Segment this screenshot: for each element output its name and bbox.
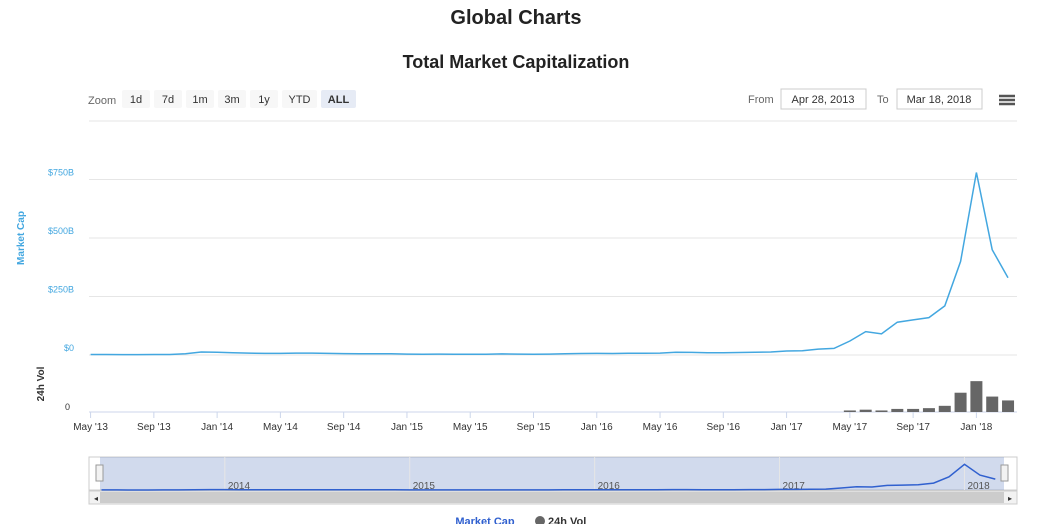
zoom-button-label[interactable]: 1y <box>258 94 270 106</box>
navigator-label: 2016 <box>598 481 621 492</box>
y2-axis-title: 24h Vol <box>36 366 47 401</box>
x-tick-label: Sep '13 <box>137 422 171 433</box>
x-tick-label: Jan '15 <box>391 422 423 433</box>
zoom-button[interactable] <box>321 90 356 108</box>
navigator-label: 2015 <box>413 481 436 492</box>
chart-title: Total Market Capitalization <box>403 52 630 72</box>
zoom-button-label[interactable]: YTD <box>289 94 311 106</box>
navigator-line <box>101 463 996 491</box>
volume-bar <box>843 410 856 412</box>
zoom-button[interactable] <box>122 90 150 108</box>
scroll-left[interactable]: ◂ <box>94 494 98 503</box>
volume-bar <box>891 408 904 412</box>
y-tick-label: $750B <box>48 168 74 178</box>
navigator[interactable] <box>88 456 1018 491</box>
x-tick-label: May '15 <box>453 422 488 433</box>
navigator-handle[interactable] <box>95 464 104 482</box>
volume-bar <box>907 408 920 412</box>
x-tick-label: May '17 <box>833 422 868 433</box>
scroll-right[interactable]: ▸ <box>1008 494 1012 503</box>
volume-bar <box>922 408 935 412</box>
zoom-label: Zoom <box>88 95 116 107</box>
x-tick-label: May '16 <box>643 422 678 433</box>
volume-bar <box>859 409 872 412</box>
y-tick-label: $250B <box>48 285 74 295</box>
y-tick-label: $500B <box>48 226 74 236</box>
from-input[interactable] <box>780 88 867 110</box>
legend-label[interactable]: Market Cap <box>455 516 515 528</box>
y-tick-label: $0 <box>64 343 74 353</box>
x-tick-label: Sep '17 <box>896 422 930 433</box>
zoom-button[interactable] <box>218 90 246 108</box>
menu-icon[interactable] <box>999 94 1015 106</box>
volume-bar <box>1002 400 1015 412</box>
volume-bar <box>938 405 951 412</box>
from-label: From <box>748 94 774 106</box>
navigator-selection[interactable] <box>100 457 1004 490</box>
to-input[interactable] <box>896 88 983 110</box>
x-tick-label: Jan '16 <box>581 422 613 433</box>
navigator-label: 2017 <box>783 481 806 492</box>
navigator-label: 2018 <box>967 481 990 492</box>
from-value[interactable]: Apr 28, 2013 <box>792 94 855 106</box>
to-value[interactable]: Mar 18, 2018 <box>907 94 972 106</box>
market-cap-line <box>90 172 1009 356</box>
x-tick-label: Jan '14 <box>201 422 233 433</box>
zoom-button-label[interactable]: 1m <box>192 94 207 106</box>
zoom-button-label[interactable]: 7d <box>162 94 174 106</box>
zoom-button[interactable] <box>250 90 278 108</box>
navigator-label: 2014 <box>228 481 251 492</box>
volume-bar <box>954 392 967 412</box>
volume-bar <box>986 396 999 412</box>
x-tick-label: Jan '17 <box>771 422 803 433</box>
x-tick-label: May '14 <box>263 422 298 433</box>
x-tick-label: Sep '16 <box>707 422 741 433</box>
zoom-button-label[interactable]: 1d <box>130 94 142 106</box>
x-tick-label: Sep '15 <box>517 422 551 433</box>
zoom-button[interactable] <box>186 90 214 108</box>
page-title: Global Charts <box>450 7 581 29</box>
scrollbar-thumb[interactable] <box>100 492 1004 503</box>
navigator-handle[interactable] <box>1000 464 1009 482</box>
zoom-button-label[interactable]: 3m <box>224 94 239 106</box>
legend-symbol <box>535 516 545 526</box>
zoom-button-label[interactable]: ALL <box>328 94 350 106</box>
volume-bar <box>970 381 983 412</box>
to-label: To <box>877 94 889 106</box>
x-tick-label: Sep '14 <box>327 422 361 433</box>
x-tick-label: May '13 <box>73 422 108 433</box>
y-axis-title: Market Cap <box>16 211 27 265</box>
y2-tick-label: 0 <box>65 402 70 412</box>
x-tick-label: Jan '18 <box>960 422 992 433</box>
zoom-button[interactable] <box>282 90 317 108</box>
zoom-button[interactable] <box>154 90 182 108</box>
volume-bar <box>875 410 888 412</box>
legend-label[interactable]: 24h Vol <box>548 516 586 528</box>
